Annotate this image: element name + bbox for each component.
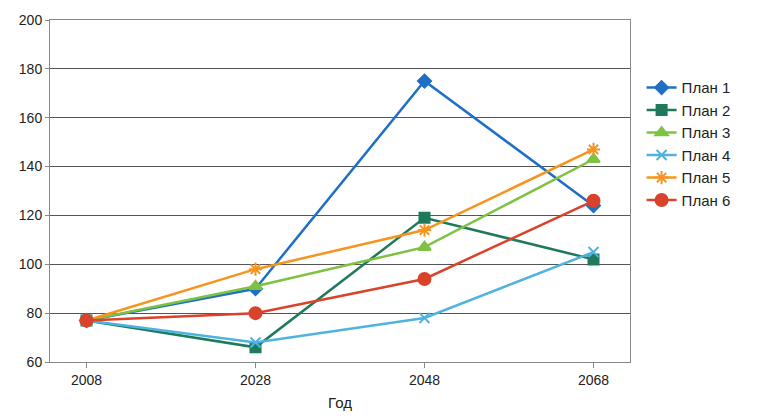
svg-text:60: 60 (27, 354, 43, 370)
svg-text:160: 160 (19, 110, 43, 126)
svg-text:80: 80 (27, 305, 43, 321)
svg-text:120: 120 (19, 207, 43, 223)
svg-text:2068: 2068 (578, 372, 609, 388)
svg-text:2048: 2048 (409, 372, 440, 388)
svg-text:План 1: План 1 (682, 79, 731, 96)
svg-text:200: 200 (19, 12, 43, 28)
svg-text:План 5: План 5 (682, 169, 731, 186)
svg-text:План 3: План 3 (682, 124, 731, 141)
svg-text:План 4: План 4 (682, 147, 731, 164)
svg-text:План 2: План 2 (682, 102, 731, 119)
svg-text:140: 140 (19, 158, 43, 174)
svg-text:2008: 2008 (71, 372, 102, 388)
svg-text:Год: Год (328, 394, 352, 411)
svg-text:100: 100 (19, 256, 43, 272)
svg-text:План 6: План 6 (682, 192, 731, 209)
svg-text:2028: 2028 (240, 372, 271, 388)
svg-text:180: 180 (19, 61, 43, 77)
